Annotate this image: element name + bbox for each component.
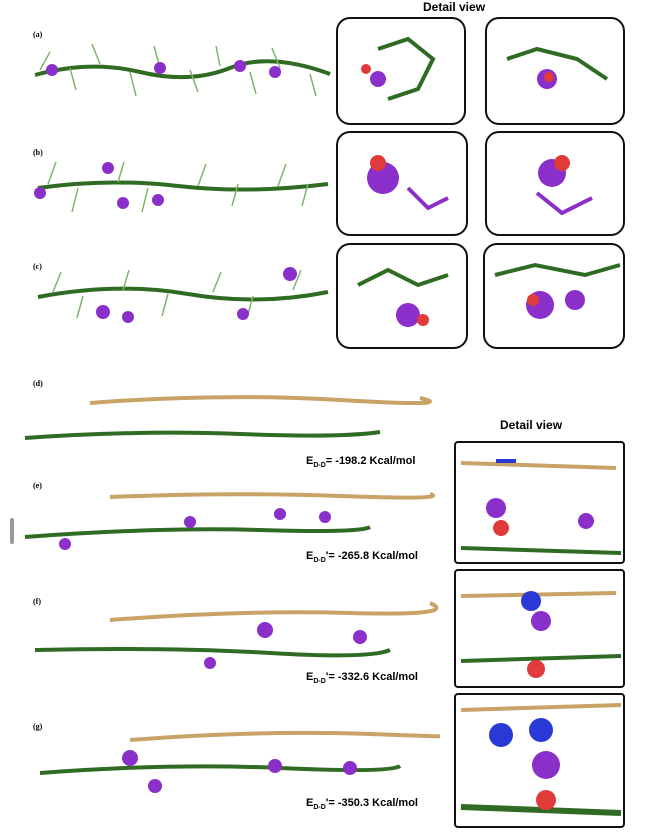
panel-label-d: (d)	[33, 379, 43, 388]
detail-box-a1	[336, 17, 466, 125]
detail-view-header-top: Detail view	[423, 0, 486, 14]
panel-label-c: (c)	[33, 262, 42, 271]
panel-label-g: (g)	[33, 722, 43, 731]
detail-box-b2	[485, 131, 625, 236]
panel-label-b: (b)	[33, 148, 43, 157]
detail-box-e	[454, 441, 625, 564]
molecule-illustration-a	[34, 43, 331, 97]
detail-box-c1	[336, 243, 468, 349]
detail-box-a2	[485, 17, 625, 125]
edge-mark	[10, 518, 14, 544]
energy-label-g: ED-D'= -350.3 Kcal/mol	[306, 797, 418, 812]
detail-box-b1	[336, 131, 468, 236]
panel-label-a: (a)	[33, 30, 43, 39]
molecule-illustration-f	[34, 601, 439, 669]
molecule-illustration-b	[34, 161, 329, 213]
detail-box-f	[454, 569, 625, 688]
panel-label-f: (f)	[33, 597, 41, 606]
panel-label-e: (e)	[33, 481, 42, 490]
detail-view-header-bottom: Detail view	[500, 418, 563, 432]
molecule-illustration-c	[37, 267, 329, 323]
detail-box-g	[454, 693, 625, 828]
molecule-illustration-e	[24, 492, 435, 550]
detail-box-c2	[483, 243, 625, 349]
energy-label-d: ED-D= -198.2 Kcal/mol	[306, 455, 416, 470]
molecule-illustration-g	[39, 730, 440, 793]
energy-label-e: ED-D'= -265.8 Kcal/mol	[306, 550, 418, 565]
energy-label-f: ED-D'= -332.6 Kcal/mol	[306, 671, 418, 686]
molecule-illustration-d	[24, 395, 432, 440]
